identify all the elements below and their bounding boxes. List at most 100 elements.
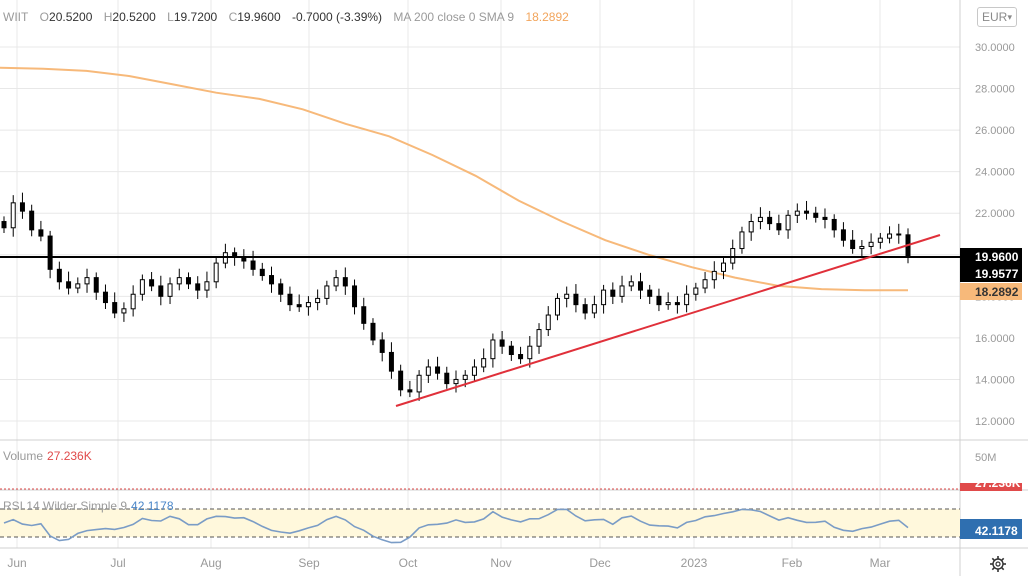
candle-body (674, 302, 680, 306)
candle-body (435, 366, 441, 374)
candle (564, 286, 570, 308)
volume-tick-label: 50M (975, 452, 996, 464)
candle-body (305, 302, 311, 308)
ma-price-badge: 18.2892 (975, 285, 1019, 299)
price-tick-label: 22.0000 (975, 208, 1015, 220)
candle (38, 220, 44, 242)
rsi-legend[interactable]: RSI 14 Wilder Simple 9 42.1178 (3, 499, 174, 513)
candle-body (499, 339, 505, 347)
candle (748, 213, 754, 241)
candle (93, 272, 99, 300)
candle (56, 261, 62, 290)
candle (591, 295, 597, 319)
candle-body (361, 306, 367, 324)
ohlc-legend: WIIT O20.5200 H20.5200 L19.7200 C19.9600… (3, 10, 569, 24)
candle (416, 370, 422, 401)
candle-body (757, 216, 763, 223)
candle-body (167, 283, 173, 297)
change-value: -0.7000 (-3.39%) (291, 10, 383, 24)
candle-body (185, 277, 191, 285)
volume-legend[interactable]: Volume 27.236K (3, 449, 92, 463)
candle (804, 200, 810, 220)
candle (665, 292, 671, 310)
candle (794, 203, 800, 223)
candle-body (684, 293, 690, 306)
last-price-badge: 19.9600 (975, 250, 1019, 264)
candle-body (462, 374, 468, 380)
candle (527, 336, 533, 368)
candle-body (518, 354, 524, 360)
candle (481, 348, 487, 373)
ma-label[interactable]: MA 200 close 0 SMA 9 (393, 10, 515, 24)
candle (813, 206, 819, 223)
candle-body (628, 281, 634, 287)
high-value: 20.5200 (112, 10, 156, 24)
candle (776, 214, 782, 236)
price-badges: 19.9600 19.9577 18.2892 27.236K 42.1178 (960, 248, 1022, 539)
symbol-label[interactable]: WIIT (3, 10, 29, 24)
price-tick-label: 24.0000 (975, 167, 1015, 179)
candle-body (665, 302, 671, 306)
price-axis[interactable]: 30.000028.000026.000024.000022.000018.00… (975, 42, 1015, 464)
candle (518, 346, 524, 364)
currency-select[interactable]: EUR ▾ (977, 7, 1017, 27)
time-axis[interactable]: Jun Jul Aug Sep Oct Nov Dec 2023 Feb Mar (7, 556, 890, 570)
candle (407, 380, 413, 398)
candle-body (813, 212, 819, 218)
candle-body (702, 279, 708, 289)
candle-body (887, 233, 893, 239)
candle (250, 250, 256, 276)
candle-body (56, 268, 62, 283)
low-value: 19.7200 (173, 10, 218, 24)
candle (176, 268, 182, 291)
candle-body (508, 345, 514, 356)
volume-badge-bg (960, 483, 1022, 491)
candle-body (776, 223, 782, 231)
time-label: Aug (200, 556, 221, 570)
candle-body (656, 295, 662, 306)
candle-body (490, 339, 496, 360)
candle (296, 294, 302, 312)
candle (361, 297, 367, 330)
candle (896, 223, 902, 244)
candle (739, 226, 745, 254)
candle (370, 318, 376, 346)
candle (610, 282, 616, 305)
volume-badge: 27.236K (975, 476, 1021, 490)
candle-body (610, 289, 616, 297)
candle-body (19, 202, 25, 212)
candle-body (29, 210, 35, 231)
time-label: 2023 (681, 556, 708, 570)
candle-body (333, 277, 339, 287)
candle-body (75, 283, 81, 289)
candle-body (149, 279, 155, 287)
trend-line[interactable] (395, 234, 941, 407)
settings-gear-icon[interactable] (989, 555, 1007, 573)
candle (730, 239, 736, 270)
candle-body (10, 202, 16, 229)
ma-value: 18.2892 (525, 10, 569, 24)
candle-body (315, 297, 321, 304)
trendline-path (395, 234, 941, 407)
candle (66, 271, 72, 295)
candle-body (204, 281, 210, 291)
price-tick-label: 12.0000 (975, 416, 1015, 428)
candle (619, 275, 625, 303)
candle-body (93, 277, 99, 293)
time-label: Sep (298, 556, 320, 570)
candle-body (573, 293, 579, 306)
rsi-path (3, 508, 909, 544)
candle-body (287, 293, 293, 306)
candle-body (130, 293, 136, 310)
candle (582, 298, 588, 320)
candle-body (711, 270, 717, 281)
candle-body (748, 221, 754, 233)
candle (499, 331, 505, 354)
candle-body (398, 370, 404, 391)
candle-body (859, 245, 865, 250)
candle-body (379, 339, 385, 353)
open-value: 20.5200 (49, 10, 93, 24)
price-tick-label: 14.0000 (975, 374, 1015, 386)
